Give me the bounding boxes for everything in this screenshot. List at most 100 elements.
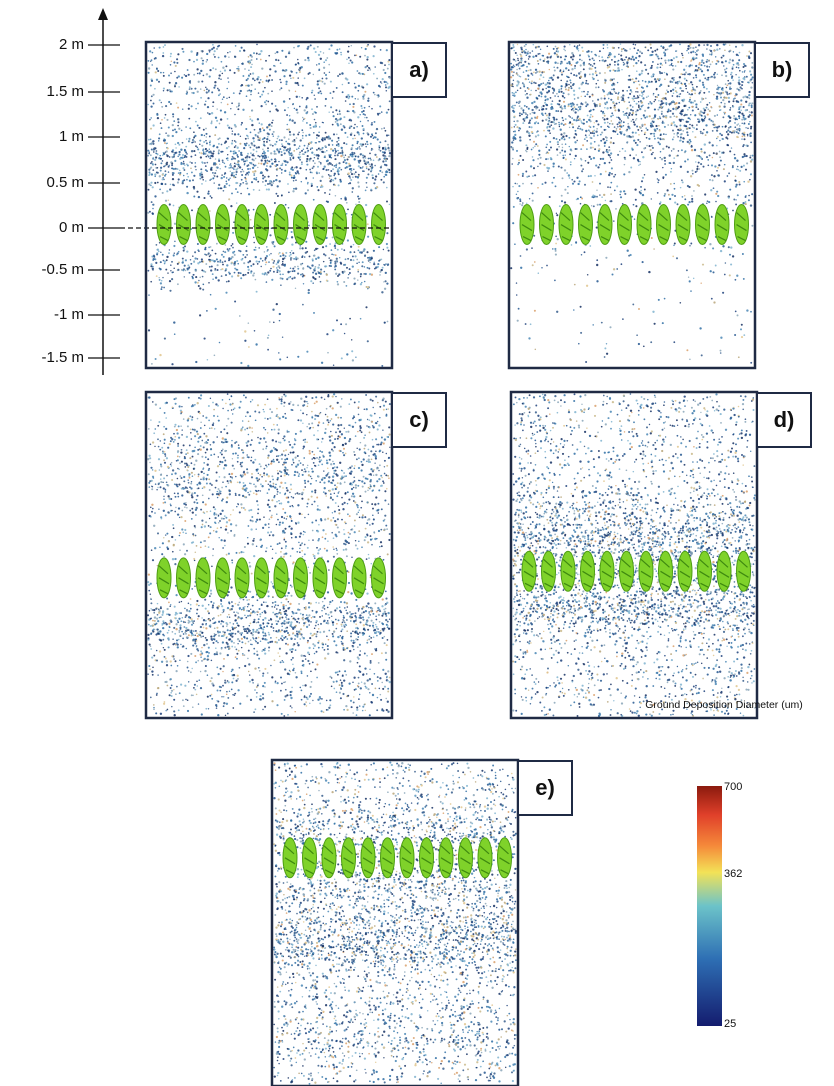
- dot: [590, 157, 593, 161]
- dot: [716, 48, 719, 51]
- dot: [716, 190, 719, 193]
- dot: [587, 175, 590, 178]
- dot: [216, 108, 218, 110]
- dot: [546, 151, 548, 153]
- dot: [286, 123, 289, 126]
- dot: [288, 173, 291, 176]
- dot: [747, 127, 749, 130]
- dot: [253, 128, 256, 131]
- dot: [280, 81, 282, 84]
- dot: [216, 264, 219, 267]
- dot: [231, 255, 234, 259]
- dot: [246, 77, 249, 80]
- dot: [694, 89, 697, 92]
- dot: [737, 132, 740, 135]
- dot: [240, 277, 243, 280]
- dot: [319, 141, 321, 143]
- dot: [217, 187, 220, 190]
- dot: [747, 123, 750, 125]
- dot: [692, 172, 694, 175]
- dot: [686, 140, 689, 144]
- dot: [674, 65, 677, 67]
- dot: [384, 129, 387, 132]
- dot: [361, 72, 364, 75]
- dot: [363, 250, 365, 252]
- dot: [319, 90, 322, 93]
- dot: [708, 118, 711, 121]
- dot: [281, 162, 284, 165]
- dot: [180, 161, 183, 164]
- dot: [596, 259, 599, 262]
- dot: [247, 164, 250, 167]
- dot: [749, 173, 753, 176]
- dot: [219, 259, 222, 262]
- dot: [691, 124, 694, 127]
- dot: [173, 61, 176, 64]
- dot: [671, 64, 674, 67]
- dot: [182, 269, 185, 272]
- dot: [379, 166, 383, 169]
- dot: [538, 109, 541, 111]
- dot: [369, 157, 372, 160]
- dot: [736, 194, 739, 197]
- dot: [264, 272, 267, 275]
- dot: [708, 141, 711, 144]
- dot: [206, 59, 209, 61]
- dot: [280, 139, 283, 142]
- dot: [574, 154, 577, 157]
- dot: [515, 91, 517, 94]
- dot: [667, 59, 670, 62]
- dot: [351, 265, 354, 268]
- dot: [627, 58, 630, 62]
- dot: [352, 152, 355, 155]
- dot: [207, 154, 209, 157]
- dot: [611, 123, 614, 125]
- dot: [317, 189, 320, 192]
- dot: [545, 61, 548, 63]
- dot: [337, 144, 340, 148]
- dot: [627, 66, 630, 68]
- dot: [729, 108, 732, 111]
- dot: [658, 85, 661, 88]
- axis-tick-label: 0.5 m: [46, 174, 84, 191]
- dot: [371, 174, 374, 177]
- dot: [656, 66, 659, 69]
- dot: [563, 138, 566, 141]
- dot: [245, 127, 248, 131]
- dot: [592, 108, 595, 111]
- dot: [293, 258, 295, 260]
- dot: [661, 97, 664, 100]
- dot: [356, 140, 359, 143]
- dot: [264, 257, 267, 260]
- dot: [717, 166, 719, 169]
- dot: [355, 54, 358, 57]
- dot: [689, 244, 691, 247]
- dot: [231, 102, 233, 105]
- dot: [572, 89, 576, 92]
- dot: [212, 46, 215, 49]
- dot: [603, 121, 606, 124]
- dot: [696, 49, 700, 52]
- dot: [537, 272, 540, 274]
- dot: [615, 129, 618, 131]
- dot: [385, 160, 387, 162]
- plant-row: [156, 204, 386, 246]
- dot: [653, 78, 657, 81]
- dot: [231, 133, 234, 135]
- dot: [334, 152, 337, 154]
- dot: [661, 138, 664, 141]
- dot: [301, 273, 304, 275]
- dot: [553, 66, 555, 69]
- dot: [693, 190, 695, 192]
- dot: [723, 273, 726, 276]
- dot: [551, 107, 554, 110]
- dot: [719, 96, 723, 99]
- dot: [561, 146, 564, 149]
- dot: [690, 144, 693, 147]
- dot: [316, 137, 318, 139]
- dot: [374, 164, 376, 167]
- dot: [524, 90, 527, 92]
- dot: [736, 101, 738, 103]
- dot: [219, 118, 223, 121]
- dot: [290, 77, 292, 80]
